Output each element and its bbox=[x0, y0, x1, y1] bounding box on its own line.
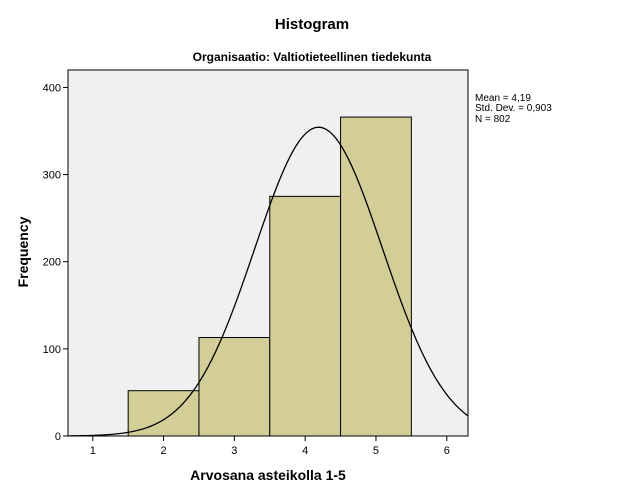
y-tick-label: 0 bbox=[55, 431, 61, 443]
histogram-bar-4 bbox=[340, 116, 412, 437]
stats-mean: Mean = 4,19 bbox=[475, 93, 531, 104]
y-tick-label: 400 bbox=[43, 82, 61, 94]
x-tick-label: 5 bbox=[373, 445, 379, 457]
chart-title: Histogram bbox=[275, 16, 349, 33]
histogram-bar-2 bbox=[198, 337, 271, 437]
x-tick-label: 2 bbox=[161, 445, 167, 457]
chart-subtitle: Organisaatio: Valtiotieteellinen tiedeku… bbox=[193, 50, 432, 64]
x-tick-label: 4 bbox=[302, 445, 308, 457]
y-tick-label: 200 bbox=[43, 257, 61, 269]
plot-frame bbox=[67, 69, 469, 437]
stats-n: N = 802 bbox=[475, 114, 511, 125]
x-tick-label: 3 bbox=[231, 445, 237, 457]
y-axis-title: Frequency bbox=[15, 216, 31, 287]
stats-std-dev: Std. Dev. = 0,903 bbox=[475, 103, 552, 114]
x-axis-title: Arvosana asteikolla 1-5 bbox=[190, 467, 346, 483]
x-tick-label: 6 bbox=[444, 445, 450, 457]
stats-box: Mean = 4,19 Std. Dev. = 0,903 N = 802 bbox=[475, 93, 552, 125]
histogram-bar-3 bbox=[269, 195, 342, 437]
y-tick-label: 300 bbox=[43, 170, 61, 182]
x-tick-label: 1 bbox=[90, 445, 96, 457]
y-tick-label: 100 bbox=[43, 344, 61, 356]
normal-curve bbox=[67, 126, 469, 437]
